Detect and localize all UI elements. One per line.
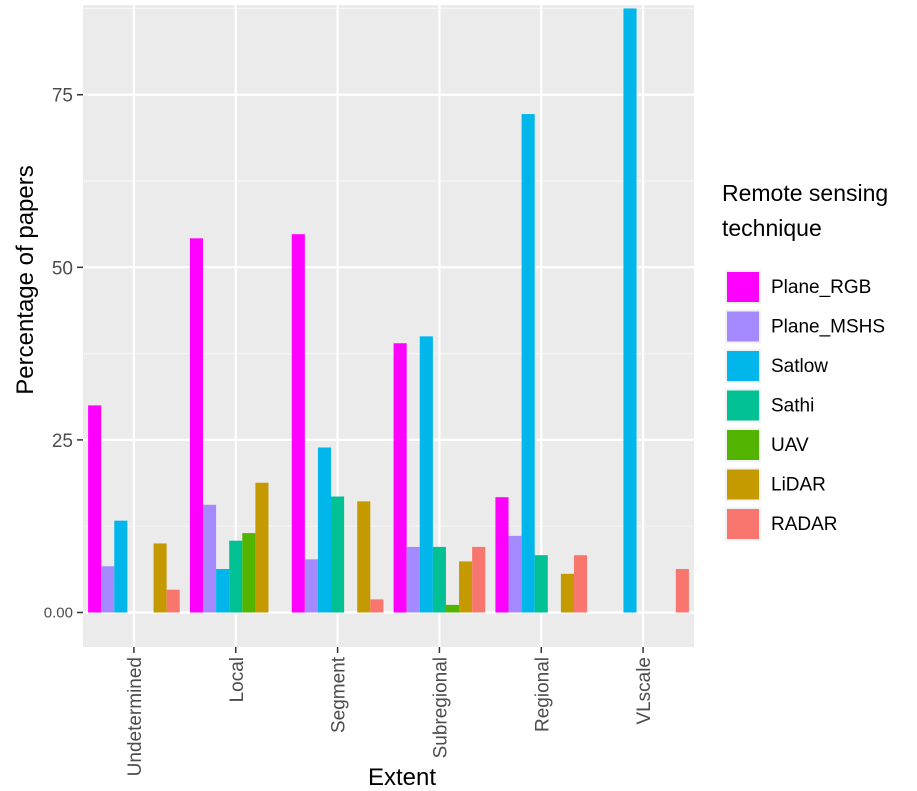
y-tick-label: 50 [52, 258, 73, 279]
bars [88, 8, 689, 613]
bar [317, 447, 332, 613]
bar [229, 540, 243, 613]
legend-label: RADAR [771, 514, 838, 535]
bar [88, 405, 102, 613]
plot-panel [83, 5, 694, 647]
bar [508, 535, 522, 613]
bar [153, 543, 167, 613]
bar [445, 604, 460, 613]
bar [189, 238, 204, 613]
x-tick-label: VLscale [634, 657, 655, 725]
legend-label: Sathi [771, 396, 814, 417]
bar [472, 546, 486, 613]
y-axis: 0.00 25 50 75 [44, 86, 83, 621]
bar [203, 504, 217, 613]
bar [459, 561, 473, 613]
bar [101, 566, 115, 613]
legend-label: UAV [771, 435, 809, 456]
bar [675, 568, 689, 613]
bar [573, 555, 588, 613]
x-axis-title: Extent [368, 764, 436, 791]
legend-swatch [727, 469, 759, 500]
y-tick-label: 75 [52, 86, 73, 107]
legend-title-line-2: technique [722, 215, 822, 241]
x-tick-label: Local [227, 657, 248, 702]
bar [560, 573, 574, 613]
bar [623, 8, 637, 613]
x-axis: Undetermined Local Segment Subregional Regio… [125, 647, 655, 776]
bar [114, 520, 128, 613]
legend: Remote sensing technique Plane_RGBPlane_… [722, 180, 888, 541]
bar [406, 546, 420, 613]
bar [216, 568, 230, 613]
legend-label: Plane_RGB [771, 277, 871, 298]
bar [242, 533, 256, 613]
legend-swatch [727, 430, 759, 460]
legend-swatch [727, 509, 759, 539]
bar [291, 234, 305, 613]
legend-label: Plane_MSHS [771, 317, 885, 338]
legend-title-line-1: Remote sensing [722, 180, 888, 206]
bar [370, 599, 384, 613]
bar [419, 336, 433, 613]
bar [432, 546, 446, 613]
x-tick-label: Subregional [430, 657, 451, 758]
major-gridlines [83, 5, 694, 647]
minor-gridlines [83, 7, 694, 527]
y-axis-title: Percentage of papers [12, 165, 39, 395]
y-tick-label: 25 [52, 431, 73, 452]
bar [255, 482, 269, 613]
legend-swatch [727, 311, 759, 342]
bar [393, 343, 407, 613]
bar [534, 555, 548, 613]
legend-swatch [727, 390, 759, 421]
y-tick-label: 0.00 [44, 604, 73, 621]
legend-label: LiDAR [771, 475, 826, 496]
legend-items: Plane_RGB Plane_MSHS Satlow Sathi UAV LiDAR RA… [725, 270, 885, 541]
bar [304, 559, 318, 613]
bar [166, 589, 180, 613]
bar [331, 496, 345, 613]
x-tick-label: Regional [532, 657, 553, 732]
x-tick-label: Undetermined [125, 657, 146, 776]
bar [357, 501, 371, 613]
x-tick-label: Segment [329, 656, 350, 733]
bar [521, 114, 535, 613]
bar [495, 497, 509, 613]
legend-label: Satlow [771, 356, 828, 377]
legend-swatch [727, 351, 759, 381]
legend-swatch [727, 272, 759, 302]
